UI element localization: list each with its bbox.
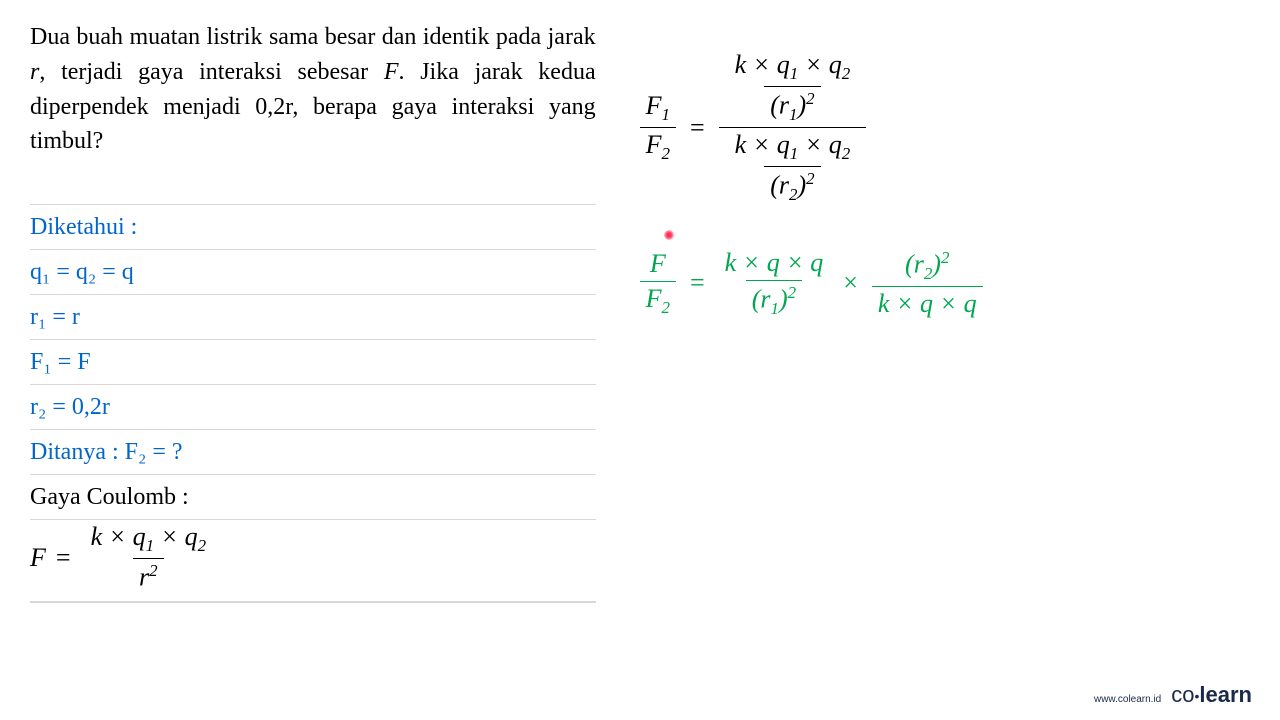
ratio-right: k × q1 × q2 (r1)2 k × q1 × q2 (r2)2 [719, 50, 867, 205]
brand-logo: co•learn [1171, 682, 1252, 708]
green-right-num: (r2)2 [899, 248, 955, 286]
green-mid-den: (r1)2 [746, 280, 802, 319]
ratio-equation: F1 F2 = k × q1 × q2 (r1)2 k × q1 × q2 (r… [636, 50, 1250, 205]
left-column: Dua buah muatan listrik sama besar dan i… [30, 20, 616, 720]
ratio-left-den: F2 [640, 127, 676, 164]
coulomb-F: F [30, 543, 46, 573]
green-right-den: k × q × q [872, 286, 983, 319]
known-F1: F₁ = F [30, 340, 596, 385]
right-column: F1 F2 = k × q1 × q2 (r1)2 k × q1 × q2 (r… [616, 20, 1250, 720]
coulomb-label: Gaya Coulomb : [30, 475, 596, 520]
problem-part-2: , terjadi gaya interaksi sebesar [39, 59, 383, 85]
ratio-left: F1 F2 [640, 91, 676, 164]
known-r2: r₂ = 0,2r [30, 385, 596, 430]
branding: www.colearn.id co•learn [1094, 682, 1252, 708]
green-mid: k × q × q (r1)2 [719, 248, 830, 319]
times-sign: × [843, 268, 858, 298]
green-right: (r2)2 k × q × q [872, 248, 983, 319]
asked: Ditanya : F₂ = ? [30, 430, 596, 475]
problem-value-02r: 0,2r [255, 94, 292, 120]
ratio-left-num: F1 [640, 91, 676, 127]
problem-part-1: Dua buah muatan listrik sama besar dan i… [30, 24, 596, 50]
green-left-num: F [644, 249, 672, 281]
problem-var-F: F [384, 59, 399, 85]
known-r1: r₁ = r [30, 295, 596, 340]
green-left: F F2 [640, 249, 676, 318]
green-equation: F F2 = k × q × q (r1)2 × (r2)2 k × q × q [636, 248, 1250, 319]
problem-var-r: r [30, 59, 39, 85]
eq-sign: = [690, 113, 705, 143]
eq-sign: = [690, 268, 705, 298]
coulomb-num: k × q1 × q2 [85, 522, 213, 558]
red-dot-icon [664, 230, 674, 240]
eq-sign: = [56, 543, 71, 573]
coulomb-formula-row: F = k × q1 × q2 r2 [30, 520, 596, 602]
green-mid-num: k × q × q [719, 248, 830, 280]
problem-statement: Dua buah muatan listrik sama besar dan i… [30, 20, 596, 159]
known-header: Diketahui : [30, 204, 596, 250]
known-q: q₁ = q₂ = q [30, 250, 596, 295]
coulomb-formula: F = k × q1 × q2 r2 [30, 522, 216, 593]
ratio-right-den: k × q1 × q2 (r2)2 [719, 127, 867, 205]
ratio-right-num: k × q1 × q2 (r1)2 [719, 50, 867, 127]
brand-url: www.colearn.id [1094, 694, 1161, 705]
brand-co: co [1171, 682, 1194, 707]
brand-learn: learn [1199, 682, 1252, 707]
green-left-den: F2 [640, 281, 676, 318]
coulomb-fraction: k × q1 × q2 r2 [85, 522, 213, 593]
coulomb-den: r2 [133, 558, 164, 593]
